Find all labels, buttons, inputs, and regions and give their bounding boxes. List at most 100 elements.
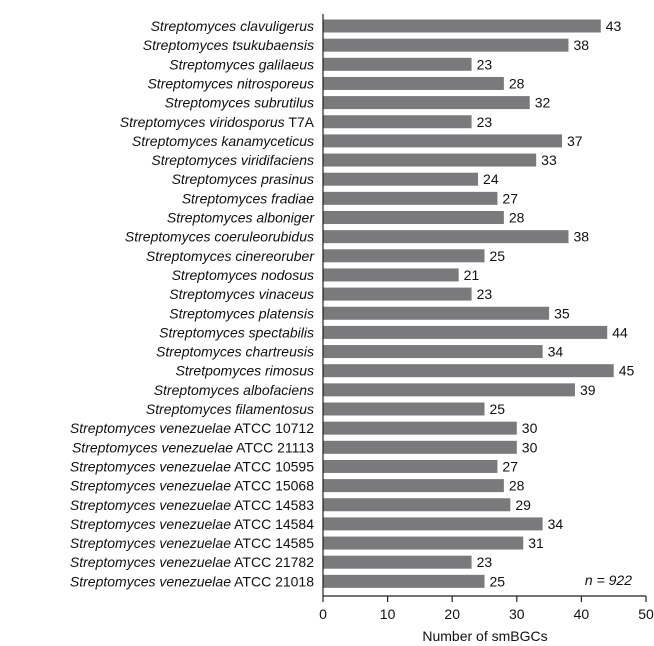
species-name: Streptomyces venezuelae bbox=[70, 478, 231, 494]
category-label: Streptomyces tsukubaensis bbox=[143, 37, 314, 53]
category-label: Streptomyces venezuelae ATCC 21113 bbox=[72, 439, 314, 455]
bar bbox=[323, 402, 485, 416]
value-label: 29 bbox=[515, 497, 531, 513]
species-name: Streptomyces chartreusis bbox=[156, 344, 314, 360]
species-name: Streptomyces kanamyceticus bbox=[132, 133, 314, 149]
value-label: 23 bbox=[477, 56, 493, 72]
x-tick-label: 10 bbox=[380, 606, 396, 622]
species-name: Streptomyces venezuelae bbox=[72, 439, 233, 455]
bars-layer bbox=[323, 19, 614, 588]
species-name: Streptomyces venezuelae bbox=[70, 535, 231, 551]
species-name: Streptomyces cinereoruber bbox=[146, 248, 315, 264]
x-tick-label: 20 bbox=[444, 606, 460, 622]
species-name: Streptomyces venezuelae bbox=[70, 516, 231, 532]
value-label: 38 bbox=[573, 37, 589, 53]
value-label: 23 bbox=[477, 554, 493, 570]
value-label: 38 bbox=[573, 229, 589, 245]
value-label: 23 bbox=[477, 286, 493, 302]
x-tick-label: 50 bbox=[638, 606, 654, 622]
bar bbox=[323, 479, 504, 493]
strain-name: ATCC 10595 bbox=[231, 458, 314, 474]
value-label: 34 bbox=[548, 516, 564, 532]
value-label: 28 bbox=[509, 478, 525, 494]
species-name: Streptomyces alboniger bbox=[167, 210, 315, 226]
category-label: Streptomyces clavuligerus bbox=[151, 18, 314, 34]
bar bbox=[323, 421, 517, 435]
category-label: Streptomyces galilaeus bbox=[169, 56, 314, 72]
bar bbox=[323, 325, 608, 339]
value-label: 37 bbox=[567, 133, 583, 149]
category-label: Streptomyces cinereoruber bbox=[146, 248, 315, 264]
species-name: Streptomyces spectabilis bbox=[159, 324, 314, 340]
species-name: Streptomyces viridifaciens bbox=[151, 152, 314, 168]
category-label: Streptomyces albofaciens bbox=[154, 382, 314, 398]
strain-name: ATCC 10712 bbox=[231, 420, 314, 436]
species-name: Stretpomyces rimosus bbox=[176, 363, 314, 379]
bar bbox=[323, 230, 569, 244]
category-label: Streptomyces subrutilus bbox=[165, 95, 314, 111]
category-label: Streptomyces venezuelae ATCC 21018 bbox=[70, 573, 314, 589]
category-label: Streptomyces viridosporus T7A bbox=[120, 114, 315, 130]
category-label: Streptomyces venezuelae ATCC 15068 bbox=[70, 478, 314, 494]
species-name: Streptomyces nitrosporeus bbox=[147, 75, 314, 91]
strain-name: ATCC 15068 bbox=[231, 478, 314, 494]
strain-name: ATCC 14584 bbox=[231, 516, 314, 532]
category-label: Streptomyces kanamyceticus bbox=[132, 133, 314, 149]
species-name: Streptomyces fradiae bbox=[182, 190, 314, 206]
category-label: Streptomyces venezuelae ATCC 10712 bbox=[70, 420, 314, 436]
category-label: Streptomyces vinaceus bbox=[169, 286, 314, 302]
species-name: Streptomyces venezuelae bbox=[70, 420, 231, 436]
x-tick-label: 40 bbox=[574, 606, 590, 622]
bar bbox=[323, 459, 498, 473]
species-name: Streptomyces clavuligerus bbox=[151, 18, 314, 34]
species-name: Streptomyces filamentosus bbox=[146, 401, 314, 417]
bar bbox=[323, 19, 601, 33]
bar bbox=[323, 249, 485, 263]
value-label: 24 bbox=[483, 171, 499, 187]
bar bbox=[323, 268, 459, 282]
species-name: Streptomyces prasinus bbox=[172, 171, 314, 187]
category-label: Streptomyces venezuelae ATCC 14583 bbox=[70, 497, 314, 513]
value-label: 27 bbox=[502, 190, 518, 206]
bar bbox=[323, 76, 504, 90]
value-label: 35 bbox=[554, 305, 570, 321]
x-axis: 0 10 20 30 40 50 bbox=[319, 14, 654, 622]
category-label: Streptomyces venezuelae ATCC 21782 bbox=[70, 554, 314, 570]
value-label: 34 bbox=[548, 344, 564, 360]
value-label: 32 bbox=[535, 95, 551, 111]
value-label: 25 bbox=[490, 573, 506, 589]
category-label: Stretpomyces rimosus bbox=[176, 363, 314, 379]
strain-name: ATCC 14583 bbox=[231, 497, 314, 513]
category-label: Streptomyces fradiae bbox=[182, 190, 314, 206]
species-name: Streptomyces viridosporus bbox=[120, 114, 285, 130]
bar bbox=[323, 383, 575, 397]
strain-name: ATCC 14585 bbox=[231, 535, 314, 551]
category-label: Streptomyces venezuelae ATCC 10595 bbox=[70, 458, 314, 474]
value-label: 23 bbox=[477, 114, 493, 130]
bar bbox=[323, 38, 569, 52]
category-label: Streptomyces prasinus bbox=[172, 171, 314, 187]
bar bbox=[323, 153, 537, 167]
bar bbox=[323, 574, 485, 588]
bar bbox=[323, 211, 504, 224]
bar bbox=[323, 498, 511, 512]
category-label: Streptomyces spectabilis bbox=[159, 324, 314, 340]
value-label: 30 bbox=[522, 420, 538, 436]
category-label: Streptomyces venezuelae ATCC 14584 bbox=[70, 516, 314, 532]
x-axis-title: Number of smBGCs bbox=[422, 628, 547, 644]
species-name: Streptomyces venezuelae bbox=[70, 497, 231, 513]
value-label: 21 bbox=[464, 267, 480, 283]
value-label: 28 bbox=[509, 75, 525, 91]
species-name: Streptomyces venezuelae bbox=[70, 573, 231, 589]
bar bbox=[323, 306, 550, 320]
value-label: 44 bbox=[612, 324, 628, 340]
bar bbox=[323, 440, 517, 454]
strain-name: ATCC 21782 bbox=[231, 554, 314, 570]
value-label: 43 bbox=[606, 18, 622, 34]
category-label: Streptomyces venezuelae ATCC 14585 bbox=[70, 535, 314, 551]
value-label: 39 bbox=[580, 382, 596, 398]
strain-name: T7A bbox=[285, 114, 315, 130]
x-tick-label: 0 bbox=[319, 606, 327, 622]
species-name: Streptomyces vinaceus bbox=[169, 286, 314, 302]
